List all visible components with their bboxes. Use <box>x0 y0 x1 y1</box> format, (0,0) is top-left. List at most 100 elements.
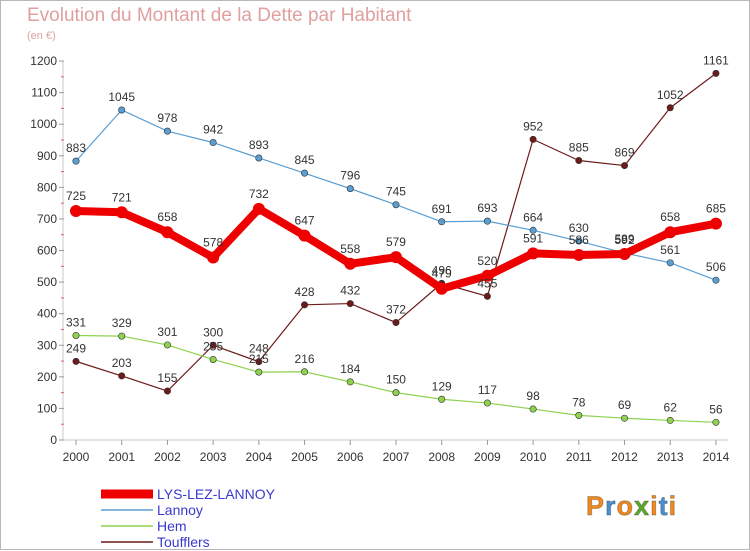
data-label-hem: 62 <box>664 400 678 414</box>
data-point-lannoy <box>72 157 80 165</box>
data-point-lannoy <box>346 185 354 193</box>
data-label-hem: 255 <box>203 339 223 353</box>
data-point-hem <box>163 341 171 349</box>
data-label-toufflers: 248 <box>249 342 269 356</box>
x-tick-label: 2011 <box>566 450 592 464</box>
data-label-lannoy: 691 <box>432 202 452 216</box>
data-point-lannoy <box>483 217 491 225</box>
logo-letter: r <box>605 491 617 522</box>
data-label-lannoy: 883 <box>66 141 86 155</box>
data-label-hem: 69 <box>618 398 632 412</box>
chart-title: Evolution du Montant de la Dette par Hab… <box>27 5 412 26</box>
data-point-hem <box>529 405 537 413</box>
data-label-toufflers: 1052 <box>657 88 684 102</box>
data-point-toufflers <box>666 104 674 112</box>
data-label-hem: 215 <box>249 352 269 366</box>
data-label-hem: 331 <box>66 315 86 329</box>
data-label-toufflers: 869 <box>615 146 635 160</box>
data-point-hem <box>575 411 583 419</box>
x-tick-label: 2012 <box>611 450 638 464</box>
data-label-lys-lez-lannoy: 578 <box>203 235 223 249</box>
data-label-toufflers: 300 <box>203 325 223 339</box>
data-label-hem: 184 <box>340 362 360 376</box>
y-tick-label: 800 <box>37 180 57 194</box>
data-point-lys-lez-lannoy <box>115 206 128 219</box>
data-label-lannoy: 845 <box>295 153 315 167</box>
data-point-lannoy <box>392 201 400 209</box>
legend-label-lys-lez-lannoy: LYS-LEZ-LANNOY <box>157 486 276 502</box>
y-tick-label: 0 <box>50 433 57 447</box>
data-point-toufflers <box>301 301 309 309</box>
data-label-toufflers: 496 <box>432 263 452 277</box>
data-point-lys-lez-lannoy <box>664 226 677 239</box>
data-label-toufflers: 203 <box>112 356 132 370</box>
data-point-toufflers <box>209 341 217 349</box>
data-label-hem: 216 <box>295 352 315 366</box>
logo-letter: o <box>616 491 635 522</box>
logo-letter: i <box>668 491 678 522</box>
data-label-lys-lez-lannoy: 725 <box>66 189 86 203</box>
data-label-hem: 56 <box>709 402 723 416</box>
logo-letter: P <box>585 491 606 522</box>
data-point-lys-lez-lannoy <box>207 251 220 264</box>
data-label-hem: 129 <box>432 379 452 393</box>
y-tick-label: 900 <box>37 149 57 163</box>
data-point-lannoy <box>529 226 537 234</box>
data-point-toufflers <box>712 69 720 77</box>
logo-letter: i <box>650 491 659 522</box>
x-tick-label: 2002 <box>154 450 181 464</box>
data-point-toufflers <box>575 157 583 165</box>
data-label-toufflers: 249 <box>66 341 86 355</box>
data-label-lannoy: 592 <box>615 233 635 247</box>
y-tick-label: 700 <box>37 212 57 226</box>
proxiti-logo: Proxiti <box>585 491 678 522</box>
data-label-toufflers: 885 <box>569 141 589 155</box>
x-tick-label: 2006 <box>337 450 364 464</box>
data-point-lys-lez-lannoy <box>481 269 494 282</box>
y-tick-label: 1200 <box>30 54 57 68</box>
data-label-lys-lez-lannoy: 558 <box>340 242 360 256</box>
data-point-hem <box>209 355 217 363</box>
y-tick-label: 300 <box>37 338 57 352</box>
legend-label-hem: Hem <box>157 518 187 534</box>
data-point-hem <box>118 332 126 340</box>
x-tick-label: 2010 <box>520 450 547 464</box>
data-label-lys-lez-lannoy: 591 <box>523 231 543 245</box>
data-label-lys-lez-lannoy: 589 <box>615 232 635 246</box>
data-label-lannoy: 664 <box>523 210 543 224</box>
logo-letter: t <box>658 491 669 522</box>
data-label-hem: 78 <box>572 395 586 409</box>
data-label-lannoy: 1045 <box>108 90 135 104</box>
data-label-hem: 117 <box>478 383 497 397</box>
y-tick-label: 200 <box>37 370 57 384</box>
x-tick-label: 2001 <box>108 450 135 464</box>
data-point-lys-lez-lannoy <box>389 251 402 264</box>
data-point-toufflers <box>392 319 400 327</box>
x-tick-label: 2004 <box>245 450 272 464</box>
data-label-lys-lez-lannoy: 586 <box>569 233 589 247</box>
data-label-toufflers: 952 <box>523 119 543 133</box>
data-point-hem <box>255 368 263 376</box>
data-label-toufflers: 455 <box>477 276 497 290</box>
data-label-toufflers: 1161 <box>703 53 729 67</box>
data-label-lys-lez-lannoy: 520 <box>477 254 497 268</box>
data-point-toufflers <box>346 300 354 308</box>
data-point-lannoy <box>209 139 217 147</box>
data-label-lys-lez-lannoy: 721 <box>112 190 132 204</box>
x-tick-label: 2013 <box>657 450 684 464</box>
data-point-lys-lez-lannoy <box>618 247 631 260</box>
data-label-lannoy: 745 <box>386 185 406 199</box>
data-point-hem <box>666 416 674 424</box>
x-tick-label: 2003 <box>200 450 227 464</box>
data-point-toufflers <box>483 292 491 300</box>
data-label-toufflers: 432 <box>340 284 360 298</box>
data-label-lys-lez-lannoy: 479 <box>432 267 452 281</box>
data-point-toufflers <box>621 162 629 170</box>
data-point-lys-lez-lannoy <box>344 257 357 270</box>
data-label-lannoy: 893 <box>249 138 269 152</box>
data-point-hem <box>301 368 309 376</box>
data-label-lannoy: 506 <box>706 260 726 274</box>
data-point-hem <box>712 418 720 426</box>
data-label-lannoy: 693 <box>477 201 497 215</box>
